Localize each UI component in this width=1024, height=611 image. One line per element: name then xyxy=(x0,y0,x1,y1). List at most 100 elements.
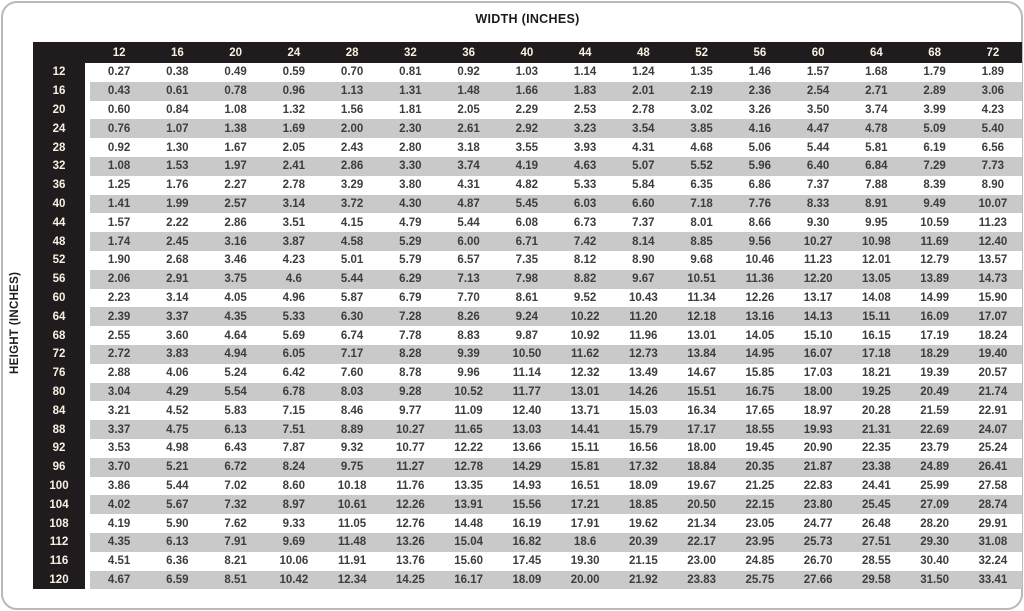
table-cell: 9.30 xyxy=(789,213,848,233)
table-cell: 4.31 xyxy=(439,175,498,195)
table-cell: 5.44 xyxy=(148,476,207,496)
gap-cell xyxy=(85,401,90,421)
row-header-cell: 68 xyxy=(33,326,85,345)
table-cell: 3.29 xyxy=(323,175,382,195)
table-cell: 12.40 xyxy=(497,401,556,421)
table-cell: 22.15 xyxy=(730,495,789,515)
table-cell: 6.19 xyxy=(905,138,964,157)
table-cell: 6.08 xyxy=(497,213,556,233)
table-cell: 3.70 xyxy=(90,457,149,477)
table-cell: 15.03 xyxy=(614,401,673,421)
table-row: 80 3.04 4.29 5.54 6.78 8.03 9.28 10.52 11.77 13.0… xyxy=(33,382,1022,402)
table-cell: 8.12 xyxy=(556,250,615,270)
table-cell: 2.53 xyxy=(556,100,615,120)
table-cell: 4.98 xyxy=(148,438,207,458)
table-cell: 6.29 xyxy=(381,269,440,289)
table-cell: 9.56 xyxy=(730,232,789,251)
table-cell: 20.00 xyxy=(556,570,615,590)
table-cell: 19.62 xyxy=(614,514,673,533)
row-header-cell: 112 xyxy=(33,532,85,552)
table-cell: 7.88 xyxy=(847,175,906,195)
table-cell: 1.13 xyxy=(323,81,382,101)
table-cell: 23.80 xyxy=(789,495,848,515)
table-cell: 2.00 xyxy=(323,119,382,139)
table-row: 12 0.27 0.38 0.49 0.59 0.70 0.81 0.92 1.03 1.14 1.… xyxy=(33,63,1022,82)
table-cell: 4.78 xyxy=(847,119,906,139)
column-header-cell: 48 xyxy=(614,42,673,63)
table-cell: 5.44 xyxy=(439,213,498,233)
table-cell: 6.13 xyxy=(206,420,265,439)
table-cell: 17.07 xyxy=(963,307,1022,327)
table-cell: 9.49 xyxy=(905,194,964,214)
table-cell: 32.24 xyxy=(963,551,1022,571)
table-cell: 10.18 xyxy=(323,476,382,496)
table-cell: 9.87 xyxy=(497,326,556,345)
table-cell: 7.17 xyxy=(323,344,382,364)
table-cell: 21.74 xyxy=(963,382,1022,402)
table-cell: 33.41 xyxy=(963,570,1022,590)
table-cell: 10.61 xyxy=(323,495,382,515)
table-cell: 3.53 xyxy=(90,438,149,458)
gap-cell xyxy=(85,232,90,251)
table-cell: 16.34 xyxy=(672,401,731,421)
gap-cell xyxy=(85,175,90,195)
table-cell: 3.16 xyxy=(206,232,265,251)
table-cell: 4.51 xyxy=(90,551,149,571)
table-cell: 7.62 xyxy=(206,514,265,533)
table-cell: 1.48 xyxy=(439,81,498,101)
table-cell: 8.26 xyxy=(439,307,498,327)
table-cell: 2.22 xyxy=(148,213,207,233)
table-cell: 8.03 xyxy=(323,382,382,402)
table-cell: 0.60 xyxy=(90,100,149,120)
table-cell: 9.77 xyxy=(381,401,440,421)
table-cell: 3.93 xyxy=(556,138,615,157)
table-row: 88 3.37 4.75 6.13 7.51 8.89 10.27 11.65 13.03 14.… xyxy=(33,420,1022,439)
table-cell: 1.08 xyxy=(206,100,265,120)
table-cell: 11.14 xyxy=(497,363,556,383)
table-cell: 3.87 xyxy=(264,232,323,251)
table-cell: 1.53 xyxy=(148,156,207,176)
table-cell: 15.51 xyxy=(672,382,731,402)
table-cell: 6.03 xyxy=(556,194,615,214)
table-cell: 3.37 xyxy=(148,307,207,327)
table-cell: 6.78 xyxy=(264,382,323,402)
table-cell: 4.75 xyxy=(148,420,207,439)
table-cell: 10.43 xyxy=(614,288,673,308)
table-cell: 2.39 xyxy=(90,307,149,327)
gap-cell xyxy=(85,514,90,533)
table-cell: 2.92 xyxy=(497,119,556,139)
table-cell: 8.90 xyxy=(614,250,673,270)
width-axis-title: WIDTH (INCHES) xyxy=(475,12,580,26)
table-cell: 5.29 xyxy=(381,232,440,251)
table-cell: 6.35 xyxy=(672,175,731,195)
table-cell: 3.46 xyxy=(206,250,265,270)
column-header-cell: 56 xyxy=(730,42,789,63)
table-cell: 8.33 xyxy=(789,194,848,214)
table-cell: 1.83 xyxy=(556,81,615,101)
table-cell: 4.63 xyxy=(556,156,615,176)
table-row: 48 1.74 2.45 3.16 3.87 4.58 5.29 6.00 6.71 7.42 8.… xyxy=(33,232,1022,251)
table-cell: 6.72 xyxy=(206,457,265,477)
table-cell: 8.91 xyxy=(847,194,906,214)
table-cell: 4.23 xyxy=(264,250,323,270)
table-cell: 31.50 xyxy=(905,570,964,590)
table-cell: 13.66 xyxy=(497,438,556,458)
table-cell: 17.21 xyxy=(556,495,615,515)
table-cell: 12.26 xyxy=(381,495,440,515)
table-cell: 16.07 xyxy=(789,344,848,364)
table-row: 24 0.76 1.07 1.38 1.69 2.00 2.30 2.61 2.92 3.23 3.… xyxy=(33,119,1022,139)
table-cell: 0.61 xyxy=(148,81,207,101)
table-cell: 2.43 xyxy=(323,138,382,157)
header-gap-cell xyxy=(85,42,90,63)
column-header-cell: 28 xyxy=(323,42,382,63)
table-cell: 3.99 xyxy=(905,100,964,120)
table-cell: 2.57 xyxy=(206,194,265,214)
table-cell: 18.97 xyxy=(789,401,848,421)
table-cell: 6.30 xyxy=(323,307,382,327)
table-row: 40 1.41 1.99 2.57 3.14 3.72 4.30 4.87 5.45 6.03 6.… xyxy=(33,194,1022,214)
table-cell: 1.24 xyxy=(614,63,673,82)
column-header-cell: 72 xyxy=(963,42,1022,63)
table-cell: 30.40 xyxy=(905,551,964,571)
table-cell: 5.06 xyxy=(730,138,789,157)
table-cell: 17.65 xyxy=(730,401,789,421)
